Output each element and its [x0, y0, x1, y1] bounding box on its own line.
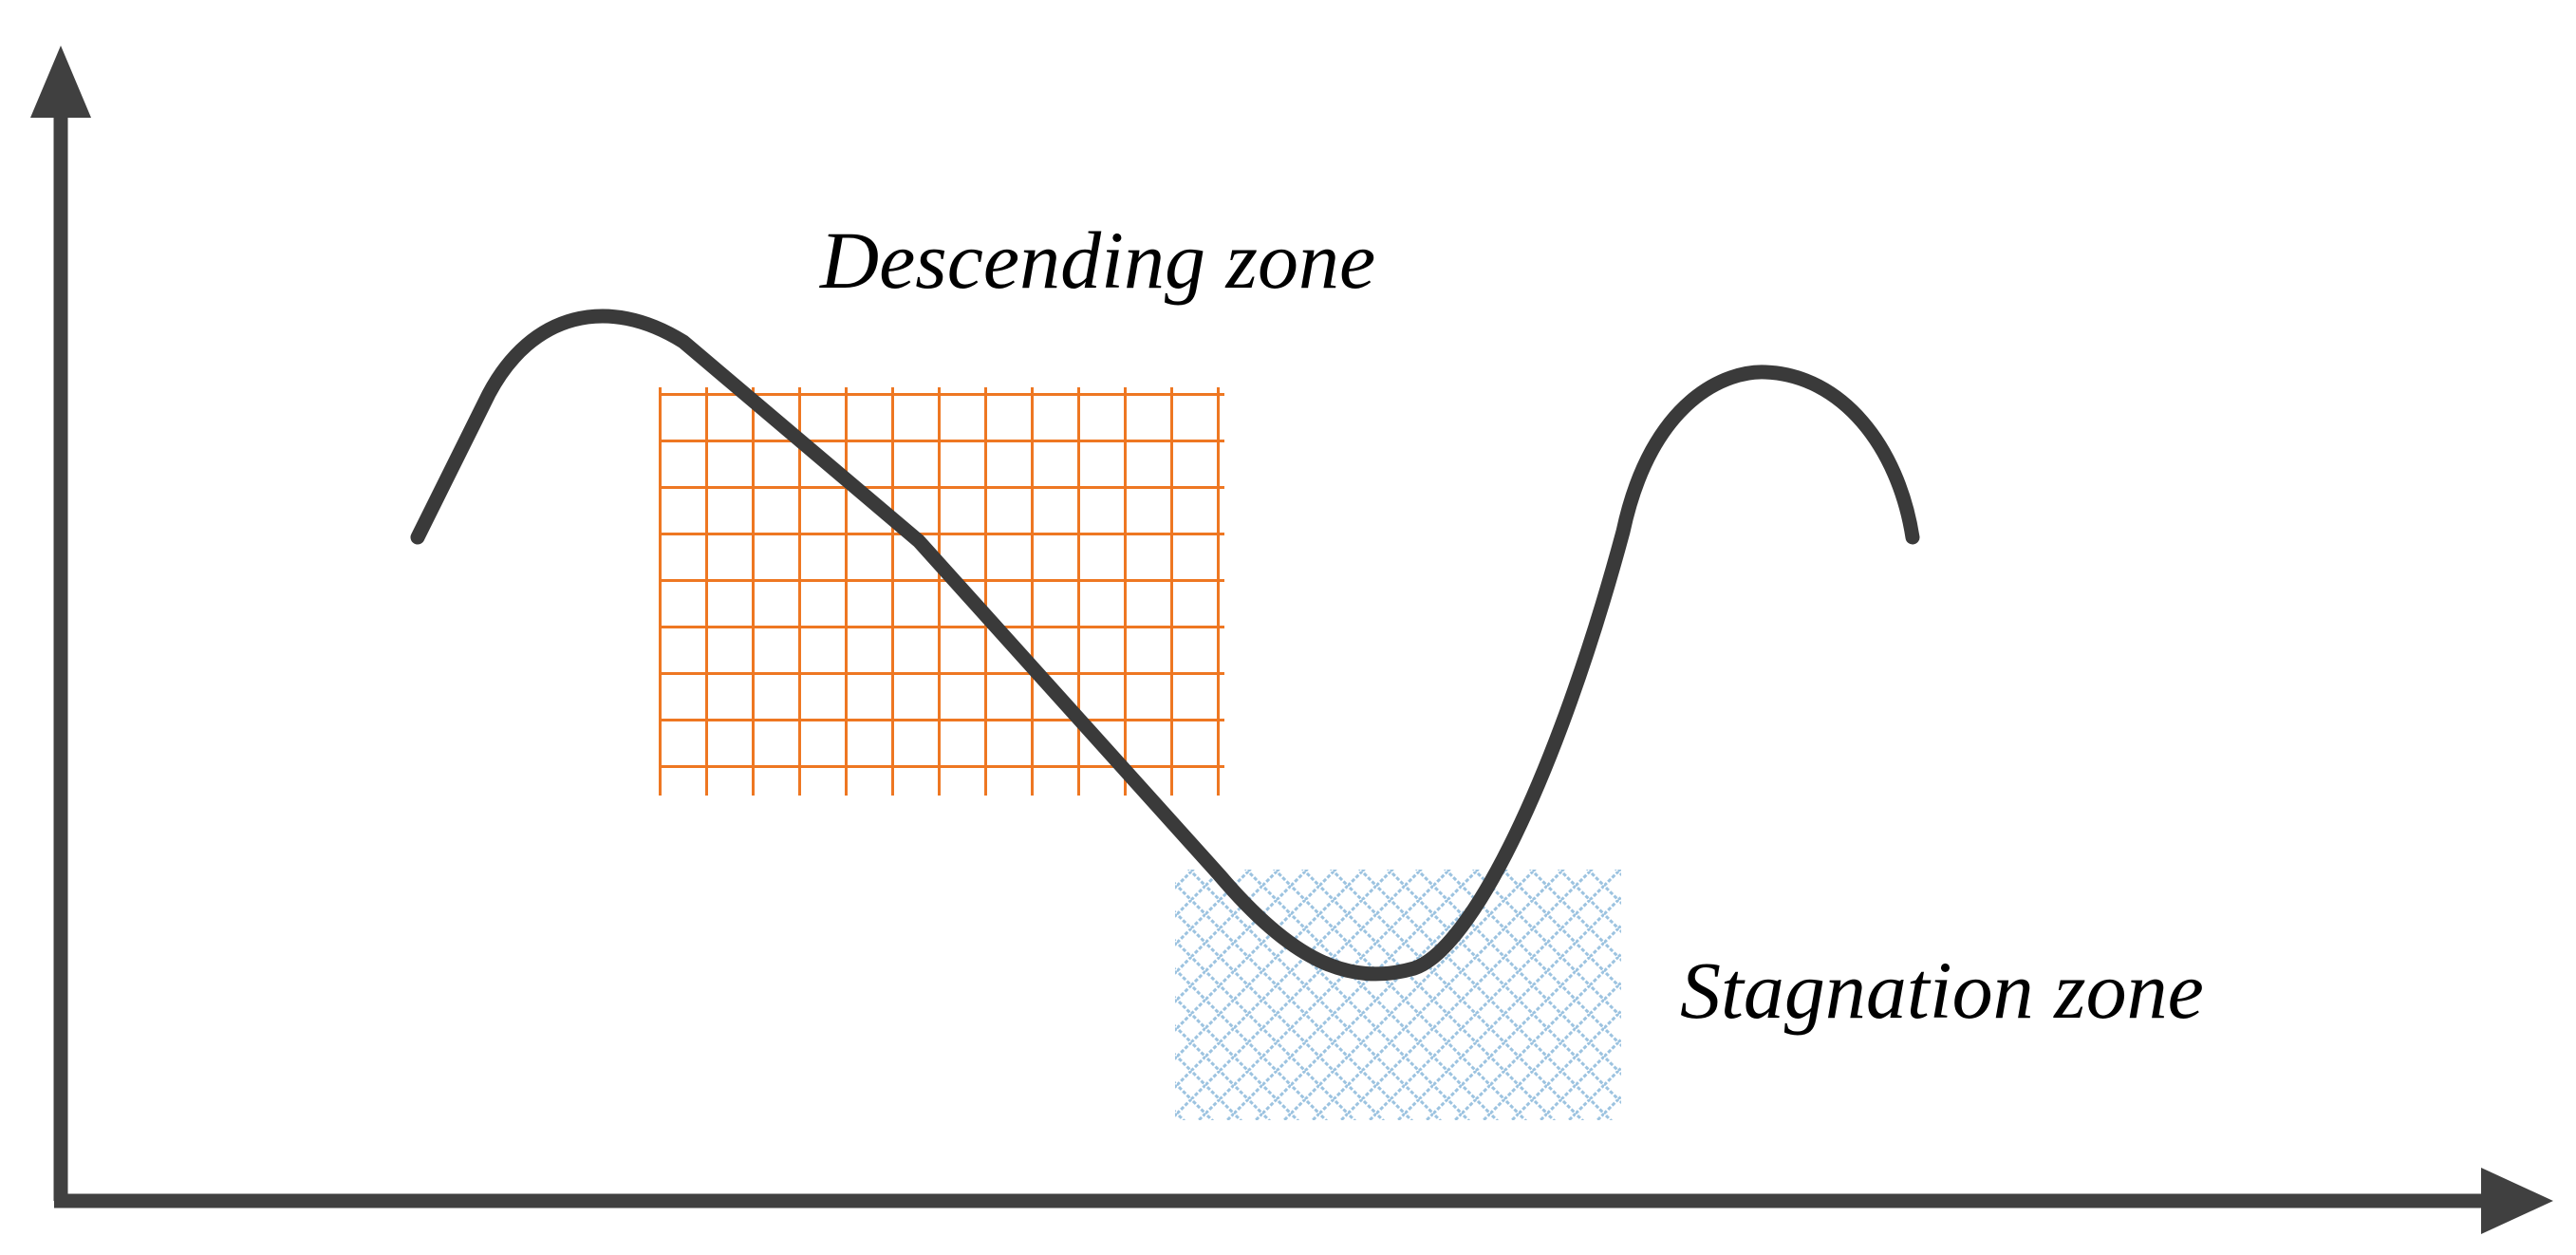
- trend-curve: [410, 309, 1920, 982]
- descending-zone-label: Descending zone: [819, 215, 1375, 306]
- y-axis: [30, 46, 91, 1201]
- stagnation-zone-label: Stagnation zone: [1680, 945, 2204, 1036]
- x-axis-arrow-icon: [2481, 1168, 2553, 1234]
- y-axis-arrow-icon: [30, 46, 91, 118]
- x-axis: [54, 1168, 2553, 1234]
- descending-zone-grid: [659, 387, 1224, 796]
